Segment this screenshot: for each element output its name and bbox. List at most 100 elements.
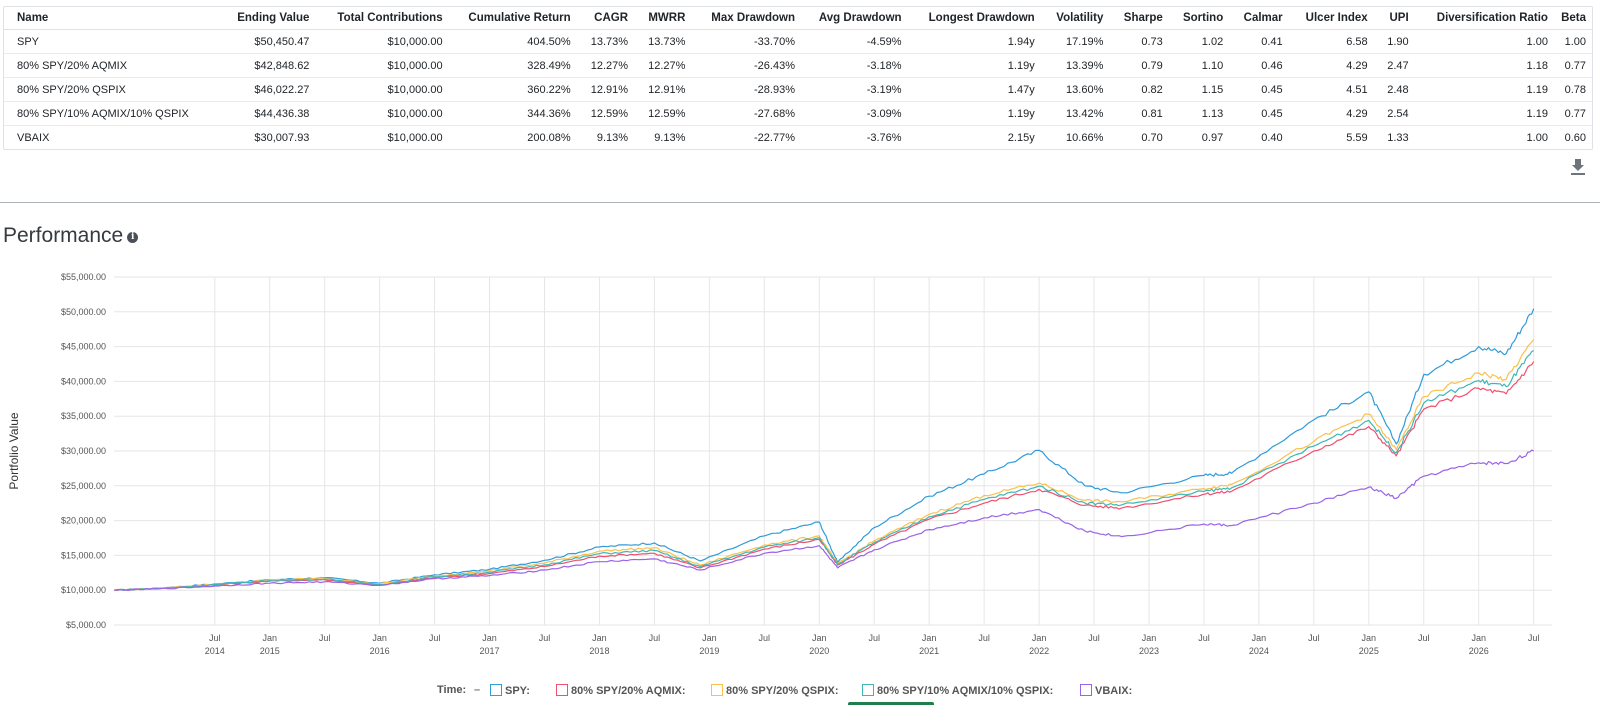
table-cell: 13.73% xyxy=(576,29,635,54)
info-icon[interactable]: i xyxy=(127,232,139,243)
legend-label: SPY: xyxy=(505,685,530,697)
table-cell: 13.60% xyxy=(1040,77,1110,102)
legend-item[interactable]: 80% SPY/20% AQMIX: xyxy=(556,684,686,697)
table-cell: 12.91% xyxy=(576,77,635,102)
legend-label: 80% SPY/20% QSPIX: xyxy=(726,685,839,697)
table-cell: $50,450.47 xyxy=(165,29,316,54)
table-cell: 0.73 xyxy=(1109,29,1169,54)
table-cell: $30,007.93 xyxy=(165,125,316,149)
column-header[interactable]: Ulcer Index xyxy=(1288,7,1374,30)
column-header[interactable]: Volatility xyxy=(1040,7,1110,30)
x-tick-label: Jan xyxy=(922,633,937,643)
column-header[interactable]: Sortino xyxy=(1168,7,1230,30)
x-tick-label: Jan xyxy=(372,633,387,643)
table-cell: 12.27% xyxy=(634,53,692,78)
column-header[interactable]: Ending Value xyxy=(165,7,316,30)
series-line[interactable] xyxy=(113,349,1535,591)
table-cell: SPY xyxy=(4,29,166,54)
x-tick-label: Jul xyxy=(1198,633,1210,643)
table-cell: 2.48 xyxy=(1373,77,1415,102)
performance-chart[interactable]: $5,000.00 $10,000.00 $15,000.00 $20,000.00 $… xyxy=(0,265,1600,685)
table-cell: 4.29 xyxy=(1288,53,1374,78)
table-cell: 0.60 xyxy=(1553,125,1592,149)
x-tick-label: Jan xyxy=(1362,633,1377,643)
table-cell: $10,000.00 xyxy=(315,53,449,78)
x-tick-label: Jul xyxy=(1088,633,1100,643)
column-header[interactable]: Longest Drawdown xyxy=(907,7,1041,30)
column-header[interactable]: Diversification Ratio xyxy=(1414,7,1554,30)
column-header[interactable]: Calmar xyxy=(1229,7,1289,30)
table-cell: 0.70 xyxy=(1109,125,1169,149)
x-tick-year-label: 2014 xyxy=(205,646,225,656)
x-tick-year-label: 2020 xyxy=(809,646,829,656)
table-cell: 17.19% xyxy=(1040,29,1110,54)
column-header[interactable]: Total Contributions xyxy=(315,7,449,30)
table-cell: 13.39% xyxy=(1040,53,1110,78)
y-axis-label: Portfolio Value xyxy=(7,412,21,489)
table-cell: 0.40 xyxy=(1229,125,1289,149)
table-cell: -28.93% xyxy=(691,77,801,102)
legend-label: 80% SPY/10% AQMIX/10% QSPIX: xyxy=(877,685,1054,697)
table-cell: 2.15y xyxy=(907,125,1041,149)
performance-heading: Performance i xyxy=(3,224,139,248)
y-tick-label: $35,000.00 xyxy=(61,411,106,421)
legend-item[interactable]: SPY: xyxy=(490,684,530,697)
table-cell: $46,022.27 xyxy=(165,77,316,102)
table-cell: 9.13% xyxy=(576,125,635,149)
table-cell: 1.15 xyxy=(1168,77,1230,102)
table-cell: 1.00 xyxy=(1414,125,1554,149)
y-tick-label: $10,000.00 xyxy=(61,585,106,595)
section-divider xyxy=(0,202,1600,203)
x-tick-year-label: 2025 xyxy=(1359,646,1379,656)
column-header[interactable]: CAGR xyxy=(576,7,635,30)
y-tick-label: $15,000.00 xyxy=(61,550,106,560)
legend-item[interactable]: VBAIX: xyxy=(1080,684,1132,697)
y-tick-label: $50,000.00 xyxy=(61,307,106,317)
chart-legend: Time: – SPY: 80% SPY/20% AQMIX: 80% SPY/20… xyxy=(0,684,1600,700)
legend-swatch xyxy=(1080,684,1092,696)
x-tick-label: Jan xyxy=(812,633,827,643)
download-icon[interactable] xyxy=(1570,158,1586,176)
x-tick-label: Jan xyxy=(1142,633,1157,643)
column-header[interactable]: UPI xyxy=(1373,7,1415,30)
legend-item[interactable]: 80% SPY/20% QSPIX: xyxy=(711,684,839,697)
column-header[interactable]: Avg Drawdown xyxy=(801,7,908,30)
table-cell: 1.19y xyxy=(907,53,1041,78)
legend-label: VBAIX: xyxy=(1095,685,1133,697)
x-tick-year-label: 2019 xyxy=(699,646,719,656)
series-line[interactable] xyxy=(114,339,1535,591)
series-line[interactable] xyxy=(113,449,1534,591)
series-line[interactable] xyxy=(113,308,1535,591)
column-header[interactable]: Sharpe xyxy=(1109,7,1169,30)
table-cell: 1.94y xyxy=(907,29,1041,54)
table-row: 80% SPY/20% AQMIX $42,848.62 $10,000.00 328… xyxy=(4,53,1592,78)
table-cell: $10,000.00 xyxy=(315,101,449,126)
table-cell: 4.51 xyxy=(1288,77,1374,102)
column-header[interactable]: Name xyxy=(4,7,166,30)
table-cell: 1.19y xyxy=(907,101,1041,126)
legend-swatch xyxy=(490,684,502,696)
table-cell: 344.36% xyxy=(448,101,577,126)
table-cell: 1.10 xyxy=(1168,53,1230,78)
legend-swatch xyxy=(556,684,568,696)
table-cell: 13.73% xyxy=(634,29,692,54)
legend-item[interactable]: 80% SPY/10% AQMIX/10% QSPIX: xyxy=(862,684,1053,697)
x-tick-label: Jan xyxy=(702,633,717,643)
column-header[interactable]: Beta xyxy=(1553,7,1592,30)
x-tick-year-label: 2026 xyxy=(1469,646,1489,656)
table-header-row: Name Ending Value Total Contributions Cumul… xyxy=(4,7,1592,30)
table-cell: $44,436.38 xyxy=(165,101,316,126)
table-cell: -3.19% xyxy=(801,77,908,102)
series-line[interactable] xyxy=(113,361,1535,592)
x-tick-year-label: 2021 xyxy=(919,646,939,656)
column-header[interactable]: Max Drawdown xyxy=(691,7,801,30)
table-cell: VBAIX xyxy=(4,125,166,149)
table-row: VBAIX $30,007.93 $10,000.00 200.08% 9.13% 9.1… xyxy=(4,125,1592,149)
column-header[interactable]: MWRR xyxy=(634,7,692,30)
table-cell: 5.59 xyxy=(1288,125,1374,149)
table-cell: 328.49% xyxy=(448,53,577,78)
table-cell: -3.09% xyxy=(801,101,908,126)
column-header[interactable]: Cumulative Return xyxy=(448,7,577,30)
x-tick-label: Jul xyxy=(429,633,441,643)
table-cell: 0.97 xyxy=(1168,125,1230,149)
